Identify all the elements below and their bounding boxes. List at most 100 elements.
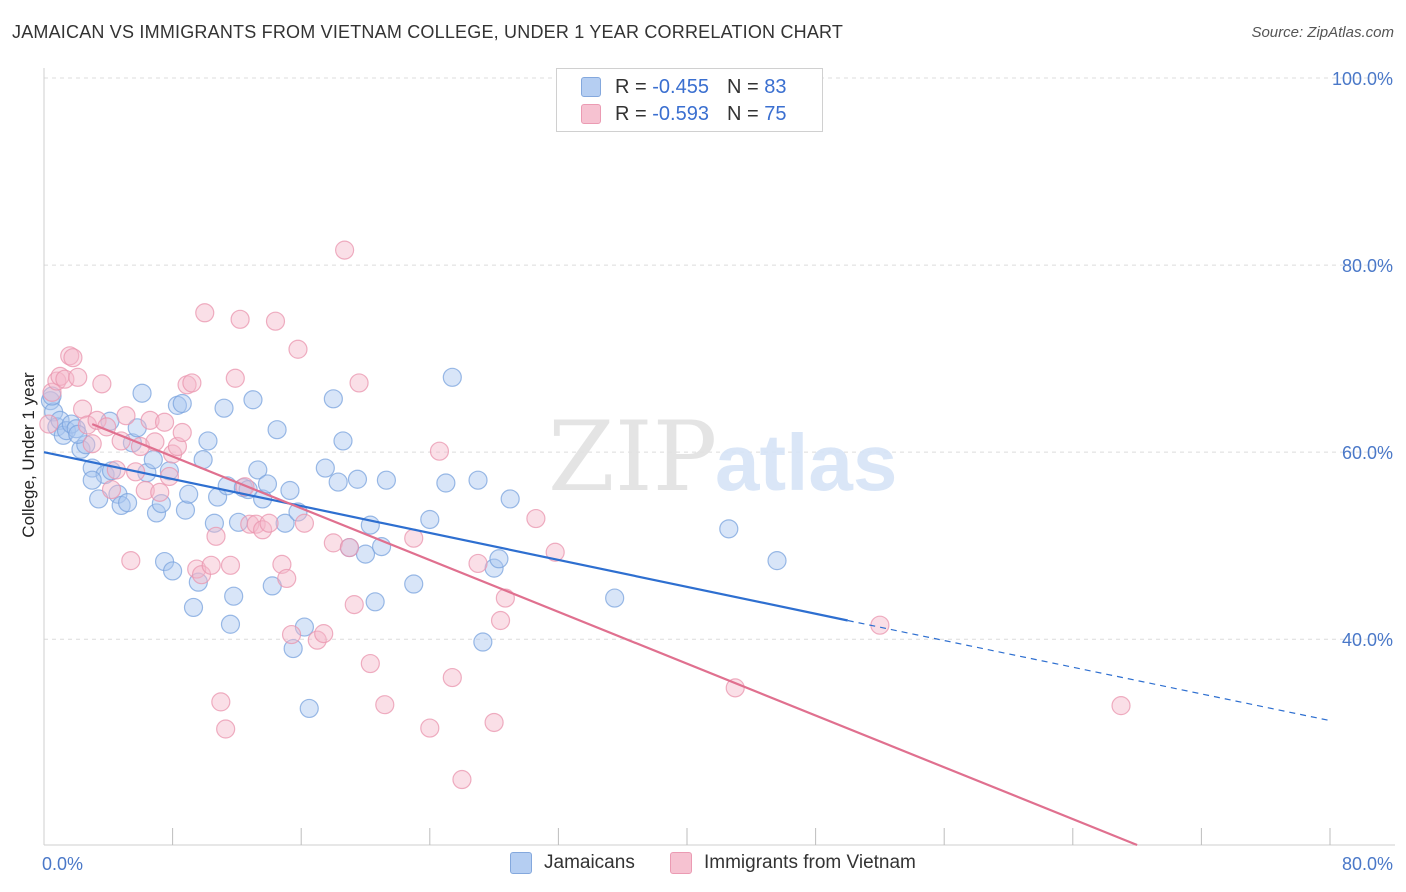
point-vietnam — [259, 513, 279, 533]
point-vietnam — [106, 460, 126, 480]
point-jamaicans — [146, 503, 167, 523]
point-jamaicans — [328, 472, 348, 492]
point-vietnam — [526, 508, 546, 529]
point-vietnam — [225, 368, 245, 388]
legend-n-value: 83 — [764, 75, 787, 98]
chart-title: JAMAICAN VS IMMIGRANTS FROM VIETNAM COLL… — [12, 22, 844, 42]
point-jamaicans — [420, 509, 440, 530]
trend-line-vietnam — [91, 423, 1138, 847]
point-vietnam — [349, 373, 369, 393]
legend-row-jamaicans: R = -0.455 N = 83 — [581, 74, 786, 100]
point-vietnam — [360, 653, 380, 674]
point-jamaicans — [172, 393, 192, 414]
point-vietnam — [60, 346, 80, 366]
point-vietnam — [135, 480, 155, 501]
point-vietnam — [39, 414, 59, 434]
legend-r-value: -0.455 — [652, 75, 709, 98]
point-vietnam — [323, 533, 343, 553]
point-jamaicans — [404, 574, 424, 594]
trend-line-jamaicans — [43, 451, 848, 622]
x-tick-label: 0.0% — [42, 854, 83, 874]
legend-item-vietnam[interactable]: Immigrants from Vietnam — [670, 852, 916, 874]
point-vietnam — [140, 410, 160, 430]
legend-row-vietnam: R = -0.593 N = 75 — [581, 101, 786, 127]
trend-line-jamaicans-extension — [847, 619, 1331, 722]
source-credit: Source: ZipAtlas.com — [1251, 24, 1394, 41]
point-jamaicans — [605, 588, 625, 608]
point-vietnam — [288, 339, 308, 359]
point-jamaicans — [163, 561, 183, 581]
point-vietnam — [150, 482, 170, 502]
legend-swatch-vietnam — [670, 852, 692, 874]
point-vietnam — [495, 588, 515, 608]
point-jamaicans — [767, 551, 787, 571]
point-vietnam — [211, 692, 231, 712]
point-vietnam — [452, 769, 472, 790]
point-jamaicans — [280, 480, 300, 501]
legend-swatch-jamaicans — [510, 852, 532, 874]
point-jamaicans — [248, 460, 268, 480]
point-vietnam — [442, 667, 462, 688]
point-vietnam — [490, 610, 511, 631]
legend-r-label: R = — [615, 102, 647, 125]
watermark-atlas: atlas — [715, 418, 897, 507]
point-jamaicans — [299, 698, 319, 719]
gridlines — [44, 77, 1395, 640]
point-vietnam — [277, 568, 297, 589]
point-vietnam — [116, 406, 136, 426]
point-vietnam — [870, 615, 890, 635]
legend-label-jamaicans: Jamaicans — [544, 852, 635, 873]
point-vietnam — [121, 551, 141, 571]
point-vietnam — [265, 311, 286, 331]
trend-lines — [43, 423, 1331, 847]
watermark-zip: ZIP — [548, 401, 717, 513]
legend-item-jamaicans[interactable]: Jamaicans — [510, 852, 635, 874]
stats-legend: R = -0.455 N = 83 R = -0.593 N = 75 — [556, 68, 823, 132]
series-legend: Jamaicans Immigrants from Vietnam — [0, 852, 1406, 878]
point-jamaicans — [333, 431, 353, 451]
point-vietnam — [182, 373, 202, 393]
point-vietnam — [281, 624, 302, 645]
legend-swatch-jamaicans — [581, 77, 601, 97]
point-vietnam — [195, 303, 215, 323]
point-vietnam — [294, 513, 315, 533]
point-vietnam — [429, 441, 450, 461]
point-jamaicans — [82, 470, 102, 490]
point-jamaicans — [473, 632, 493, 652]
point-jamaicans — [243, 390, 263, 410]
point-jamaicans — [179, 484, 199, 504]
point-vietnam — [344, 595, 364, 615]
point-vietnam — [206, 526, 226, 546]
point-vietnam — [1111, 696, 1131, 716]
point-jamaicans — [442, 367, 462, 387]
point-jamaicans — [719, 519, 739, 539]
point-vietnam — [42, 382, 62, 402]
point-vietnam — [68, 367, 88, 387]
legend-n-label: N = — [726, 102, 759, 125]
point-jamaicans — [50, 410, 70, 430]
point-jamaicans — [365, 592, 385, 612]
point-vietnam — [63, 348, 83, 368]
point-vietnam — [82, 434, 102, 454]
legend-r-label: R = — [615, 75, 647, 98]
legend-n-value: 75 — [764, 102, 787, 125]
point-jamaicans — [355, 544, 376, 564]
point-jamaicans — [275, 513, 295, 533]
point-vietnam — [201, 555, 221, 575]
point-jamaicans — [183, 597, 204, 618]
y-axis-label: College, Under 1 year — [19, 372, 38, 538]
point-jamaicans — [347, 469, 368, 489]
legend-r-value: -0.593 — [652, 102, 709, 125]
point-jamaicans — [376, 470, 396, 490]
legend-label-vietnam: Immigrants from Vietnam — [704, 852, 916, 873]
point-vietnam — [468, 553, 488, 574]
series-jamaicans — [40, 367, 787, 719]
point-jamaicans — [257, 474, 278, 494]
point-vietnam — [216, 719, 236, 739]
y-tick-label: 80.0% — [1342, 256, 1393, 276]
point-vietnam — [220, 555, 241, 575]
y-tick-label: 40.0% — [1342, 630, 1393, 650]
point-jamaicans — [214, 398, 234, 418]
point-jamaicans — [76, 435, 96, 455]
